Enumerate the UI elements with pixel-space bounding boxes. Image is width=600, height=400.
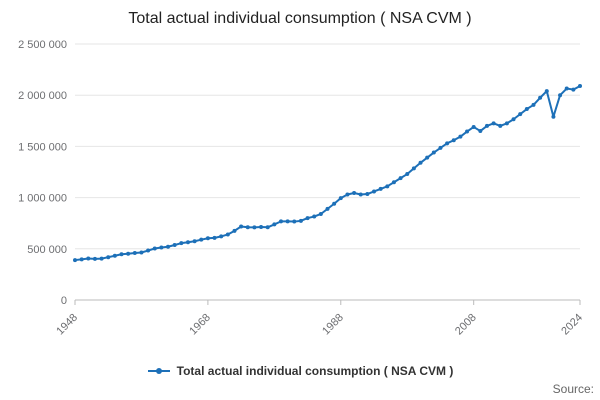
data-point[interactable] — [458, 134, 463, 139]
data-point[interactable] — [578, 83, 582, 88]
data-point[interactable] — [86, 256, 91, 261]
legend-label: Total actual individual consumption ( NS… — [176, 364, 454, 378]
data-point[interactable] — [219, 234, 224, 239]
data-point[interactable] — [232, 228, 237, 233]
source-label: Source: — [552, 382, 594, 396]
data-point[interactable] — [558, 93, 563, 98]
data-point[interactable] — [571, 87, 576, 92]
data-point[interactable] — [272, 222, 277, 227]
data-point[interactable] — [312, 214, 317, 219]
y-axis-tick-label: 2 500 000 — [18, 39, 67, 51]
data-point[interactable] — [112, 253, 117, 258]
data-point[interactable] — [425, 155, 430, 160]
data-point[interactable] — [199, 237, 204, 242]
x-axis-tick-label: 1968 — [187, 312, 213, 338]
data-point[interactable] — [298, 218, 303, 223]
data-point[interactable] — [106, 255, 111, 260]
data-point[interactable] — [478, 129, 483, 134]
legend-marker-icon — [147, 368, 170, 374]
data-point[interactable] — [146, 248, 151, 253]
data-point[interactable] — [292, 219, 297, 224]
data-point[interactable] — [318, 211, 323, 216]
data-point[interactable] — [205, 236, 210, 241]
data-point[interactable] — [192, 239, 197, 244]
data-point[interactable] — [79, 257, 84, 262]
data-point[interactable] — [212, 235, 217, 240]
data-point[interactable] — [259, 224, 264, 229]
y-axis-tick-label: 0 — [61, 295, 67, 307]
data-point[interactable] — [126, 251, 131, 256]
line-chart: 0 500 000 1 000 000 1 500 000 2 000 000 2 500… — [18, 39, 585, 338]
data-point[interactable] — [544, 89, 549, 94]
data-point[interactable] — [391, 180, 396, 185]
data-point[interactable] — [179, 241, 184, 246]
data-point[interactable] — [504, 121, 509, 126]
data-point[interactable] — [398, 176, 403, 181]
data-point[interactable] — [358, 192, 363, 197]
data-point[interactable] — [185, 240, 190, 245]
data-point[interactable] — [411, 166, 416, 171]
data-point[interactable] — [564, 86, 569, 91]
data-point[interactable] — [265, 225, 270, 230]
data-point[interactable] — [524, 107, 529, 112]
data-point[interactable] — [418, 160, 423, 165]
data-point[interactable] — [152, 246, 157, 251]
data-point[interactable] — [451, 138, 456, 143]
data-point[interactable] — [345, 192, 350, 197]
y-axis-tick-label: 1 500 000 — [18, 141, 67, 153]
data-point[interactable] — [225, 232, 230, 237]
y-axis-tick-label: 500 000 — [27, 244, 67, 256]
data-point[interactable] — [372, 189, 377, 194]
x-axis-tick-label: 2008 — [453, 312, 479, 338]
x-axis-tick-label: 2024 — [559, 312, 585, 338]
data-point[interactable] — [471, 124, 476, 129]
data-point[interactable] — [245, 225, 250, 230]
data-point[interactable] — [518, 112, 523, 117]
data-point[interactable] — [498, 123, 503, 128]
data-point[interactable] — [491, 121, 496, 126]
data-point[interactable] — [166, 244, 171, 249]
data-point[interactable] — [551, 114, 556, 119]
x-axis-tick-label: 1948 — [54, 312, 80, 338]
data-point[interactable] — [405, 172, 410, 177]
y-axis-tick-label: 1 000 000 — [18, 193, 67, 205]
data-point[interactable] — [132, 250, 137, 255]
data-point[interactable] — [119, 252, 124, 257]
data-point[interactable] — [484, 123, 489, 128]
data-point[interactable] — [332, 201, 337, 206]
data-point[interactable] — [325, 206, 330, 211]
data-point[interactable] — [99, 256, 104, 261]
data-point[interactable] — [511, 117, 516, 122]
data-point[interactable] — [139, 250, 144, 255]
data-point[interactable] — [305, 216, 310, 221]
data-point[interactable] — [285, 219, 290, 224]
data-point[interactable] — [278, 219, 283, 224]
data-point[interactable] — [431, 150, 436, 155]
data-point[interactable] — [239, 224, 244, 229]
y-axis-tick-label: 2 000 000 — [18, 90, 67, 102]
data-point[interactable] — [538, 95, 543, 100]
x-axis-tick-label: 1988 — [320, 312, 346, 338]
data-point[interactable] — [365, 192, 370, 197]
data-point[interactable] — [378, 186, 383, 191]
data-point[interactable] — [159, 245, 164, 250]
data-point[interactable] — [438, 145, 443, 150]
legend-item[interactable]: Total actual individual consumption ( NS… — [0, 364, 600, 378]
series-line — [74, 84, 581, 262]
data-point[interactable] — [73, 258, 77, 263]
data-point[interactable] — [172, 243, 177, 248]
data-point[interactable] — [465, 129, 470, 134]
data-point[interactable] — [445, 141, 450, 146]
data-point[interactable] — [385, 184, 390, 189]
data-point[interactable] — [352, 190, 357, 195]
chart-title: Total actual individual consumption ( NS… — [128, 10, 472, 27]
data-point[interactable] — [338, 196, 343, 201]
data-point[interactable] — [92, 256, 97, 261]
data-point[interactable] — [531, 102, 536, 107]
data-point[interactable] — [252, 225, 257, 230]
